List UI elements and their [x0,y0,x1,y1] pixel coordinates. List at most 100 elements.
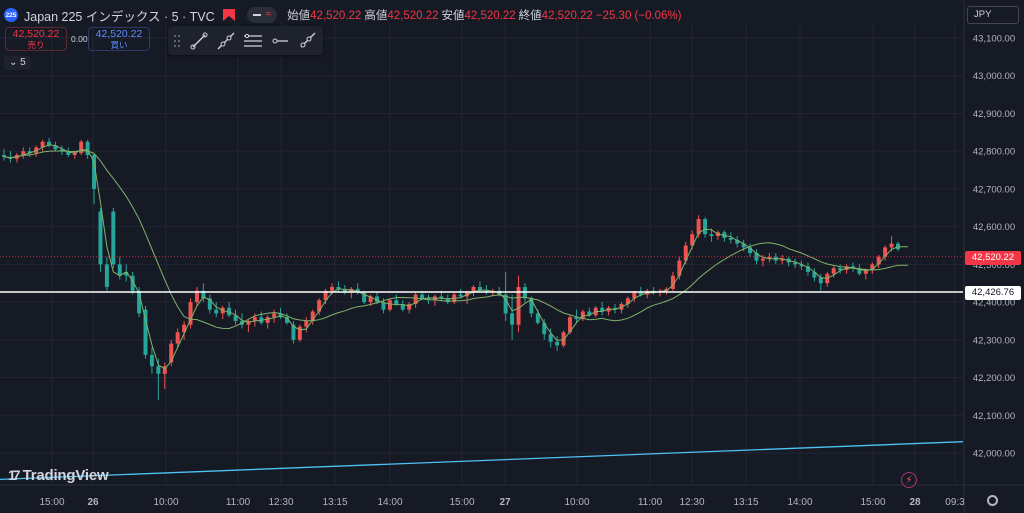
sell-button[interactable]: 42,520.22 売り [5,27,67,51]
x-tick-label: 28 [909,497,921,508]
candle-body [793,262,798,265]
buy-button[interactable]: 42,520.22 買い [88,27,150,51]
candle-body [59,149,64,152]
candle-body [818,277,823,284]
extended-line-icon[interactable] [216,31,235,50]
candle-body [310,311,315,321]
candle-body [567,317,572,333]
drawing-toolbar [168,26,323,55]
chevron-down-icon: ⌄ [9,57,18,68]
candle-body [600,307,605,312]
candle-body [124,271,129,276]
candle-body [683,245,688,261]
x-tick-label: 11:00 [638,497,663,508]
x-tick-label: 13:15 [733,497,758,508]
ohlc-value: 42,520.22 [310,10,362,22]
symbol-badge[interactable]: 225 [4,8,18,22]
candle-body [529,298,534,314]
candle-body [111,211,116,265]
y-tick-label: 43,100.00 [973,34,1015,45]
last-price-label: 42,520.22 [965,251,1021,265]
y-tick-label: 42,700.00 [973,184,1015,195]
drawn-trend-line[interactable] [0,441,964,481]
candle-body [767,256,772,259]
candle-body [510,313,515,325]
candle-body [709,234,714,237]
chart-grid [0,22,963,484]
spread-value: 0.00 [71,34,88,44]
candle-body [831,268,836,274]
candle-body [330,287,335,291]
x-tick-label: 26 [87,497,99,508]
ohlc-key: 終値 [518,10,542,22]
candle-body [194,290,199,303]
indicator-toggle[interactable]: ⌄ 5 [4,56,31,70]
price-axis[interactable]: 42,000.00 42,100.00 42,200.00 42,300.00 42,4… [963,0,1015,513]
horizontal-ray-icon[interactable] [270,31,289,50]
candle-body [838,268,843,271]
candle-body [214,309,219,314]
tradingview-icon: 17 [8,467,20,483]
candle-body [741,243,746,248]
candle-body [207,298,212,310]
candle-body [638,292,643,295]
candle-body [561,332,566,346]
candle-body [162,366,167,374]
candle-body [92,154,97,189]
candle-body [799,264,804,267]
candle-body [870,264,875,271]
candle-body [284,317,289,323]
candle-body [555,341,560,346]
candle-body [863,270,868,274]
candle-body [548,334,553,342]
x-tick-label: 10:00 [153,497,178,508]
candle-body [104,264,109,287]
candle-body [857,268,862,274]
x-tick-label: 14:00 [787,497,812,508]
x-tick-label: 14:00 [377,497,402,508]
candle-body [439,296,444,299]
x-tick-label: 12:30 [679,497,704,508]
trend-line [0,441,964,481]
y-tick-label: 42,500.00 [973,260,1015,271]
y-tick-label: 42,900.00 [973,109,1015,120]
symbol-title[interactable]: Japan 225 インデックス · 5 · TVC [24,9,215,24]
bolt-icon[interactable]: ⚡ [901,472,917,488]
candle-body [471,287,476,293]
sell-label: 売り [27,40,45,50]
candle-body [98,211,103,265]
tradingview-logo[interactable]: 17 TradingView [8,466,109,484]
candle-body [201,290,206,299]
candle-body [535,313,540,323]
time-axis[interactable]: 15:00 26 10:00 11:00 12:30 13:15 14:00 15:00 27 1… [0,484,1024,508]
ray-icon[interactable] [297,31,316,50]
candle-body [876,256,881,265]
price-lines [0,256,963,293]
flag-icon[interactable] [222,9,235,21]
y-tick-label: 42,300.00 [973,335,1015,346]
symbol-header: 225 Japan 225 インデックス · 5 · TVC ≈ 始値42,52… [4,6,685,24]
y-tick-label: 42,600.00 [973,222,1015,233]
y-tick-label: 42,000.00 [973,449,1015,460]
candle-body [66,151,71,155]
parallel-lines-icon[interactable] [243,31,262,50]
grip-icon[interactable] [173,31,181,50]
candle-body [291,324,296,340]
settings-icon[interactable] [987,495,998,506]
candle-body [265,317,270,323]
currency-selector[interactable]: JPY [967,6,1019,24]
wave-icon: ≈ [265,9,272,20]
x-tick-label: 15:00 [860,497,885,508]
y-tick-label: 43,000.00 [973,71,1015,82]
candle-body [696,219,701,235]
visibility-toggle[interactable]: ≈ [246,7,278,23]
candle-body [137,290,142,314]
candle-body [542,322,547,335]
trend-line-icon[interactable] [189,31,208,50]
candle-body [574,317,579,320]
candle-body [149,354,154,367]
sell-price: 42,520.22 [12,28,60,40]
candle-body [362,292,367,303]
candle-body [40,141,45,148]
